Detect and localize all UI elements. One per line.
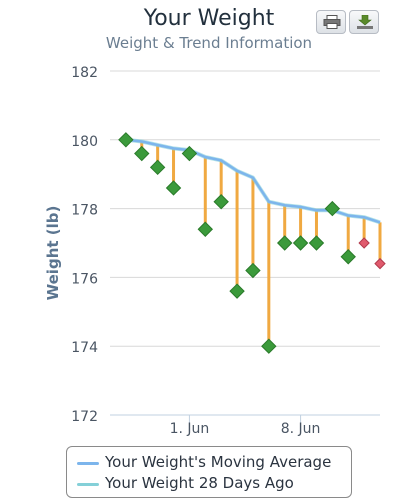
weight-marker xyxy=(245,262,261,279)
legend-label-28-days-ago: Your Weight 28 Days Ago xyxy=(105,474,294,492)
weight-marker xyxy=(181,145,198,162)
weight-marker xyxy=(292,235,309,251)
download-icon xyxy=(357,15,373,29)
x-tick-label: 8. Jun xyxy=(281,421,321,437)
weight-marker xyxy=(165,180,182,196)
weight-marker xyxy=(276,235,293,251)
chart-title: Your Weight xyxy=(143,6,275,31)
print-button[interactable] xyxy=(316,10,346,34)
series-line-moving-average xyxy=(125,138,381,224)
weight-marker xyxy=(229,283,245,299)
y-tick-label: 176 xyxy=(71,271,98,287)
weight-marker xyxy=(324,200,341,217)
plot-area: 172 174 176 178 180 182 1. Jun 8. Jun Weight (lb… xyxy=(44,65,386,437)
weight-marker xyxy=(261,338,277,354)
y-axis-title: Weight (lb) xyxy=(44,206,62,301)
weight-marker xyxy=(340,249,356,265)
weight-marker xyxy=(134,145,150,162)
weight-marker xyxy=(374,257,386,270)
y-tick-label: 180 xyxy=(71,134,98,150)
weight-marker xyxy=(149,159,166,176)
export-button[interactable] xyxy=(349,10,379,34)
legend-item-28-days-ago[interactable]: Your Weight 28 Days Ago xyxy=(77,474,349,494)
printer-icon xyxy=(323,15,341,29)
y-tick-label: 182 xyxy=(71,65,98,81)
legend-label-moving-average: Your Weight's Moving Average xyxy=(105,453,332,471)
y-tick-label: 172 xyxy=(71,409,98,425)
chart-subtitle: Weight & Trend Information xyxy=(105,34,313,52)
28-days-ago-swatch xyxy=(77,483,99,486)
legend-item-moving-average[interactable]: Your Weight's Moving Average xyxy=(77,453,349,473)
weight-marker xyxy=(308,235,325,251)
weight-marker xyxy=(358,237,370,249)
weight-marker xyxy=(197,221,214,237)
moving-average-swatch xyxy=(77,462,99,465)
y-tick-label: 178 xyxy=(71,203,98,219)
weight-marker xyxy=(213,194,229,210)
y-tick-label: 174 xyxy=(71,340,98,356)
x-tick-label: 1. Jun xyxy=(170,421,210,437)
weight-marker xyxy=(118,132,134,148)
legend: Your Weight's Moving Average Your Weight… xyxy=(66,446,352,498)
